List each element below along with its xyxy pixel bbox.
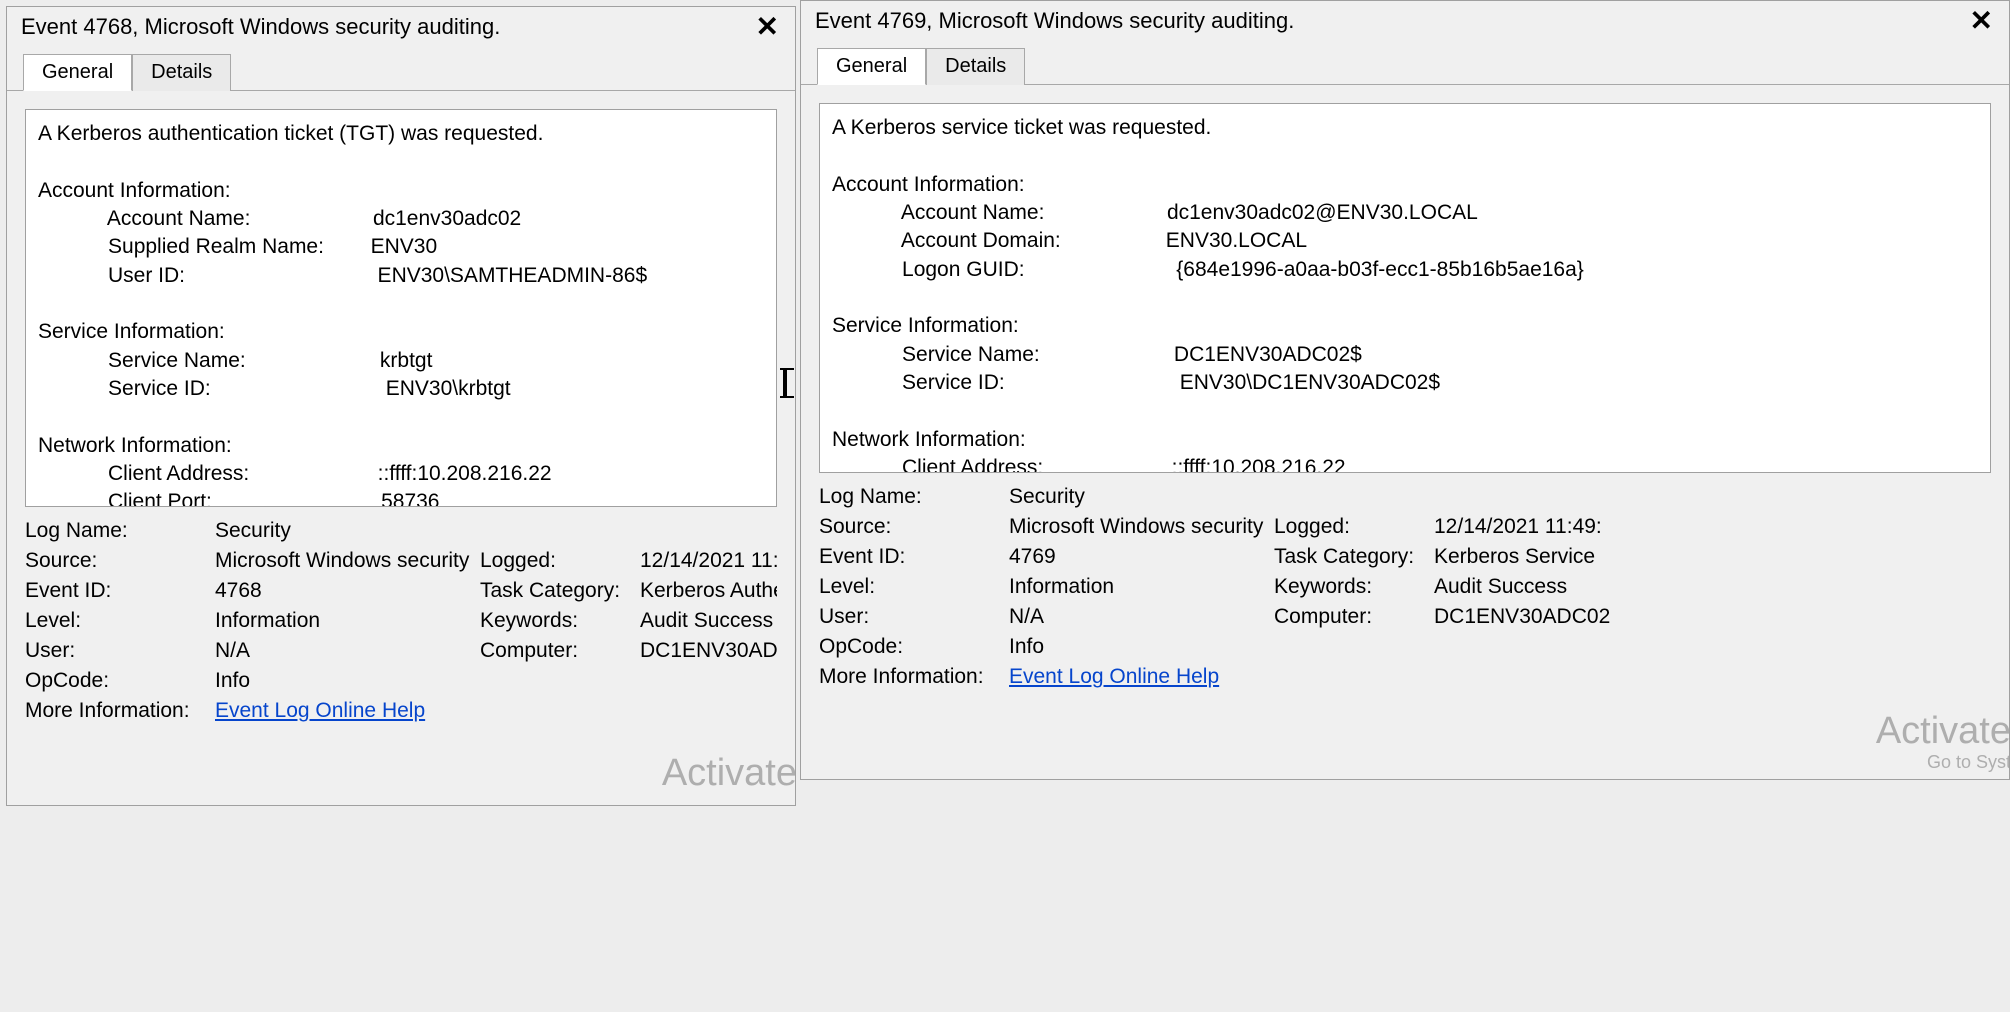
value-keywords: Audit Success [1434,575,1991,599]
value-keywords: Audit Success [640,609,777,633]
tab-details[interactable]: Details [926,48,1025,85]
close-icon[interactable]: ✕ [750,13,785,41]
event-description: A Kerberos authentication ticket (TGT) w… [25,109,777,507]
value-computer: DC1ENV30ADC02 [1434,605,1991,629]
value-opcode: Info [215,669,480,693]
value-eventid: 4768 [215,579,480,603]
value-log-name: Security [1009,485,1274,509]
value-logged: 12/14/2021 11:49:4 [640,549,777,573]
window-title: Event 4768, Microsoft Windows security a… [21,14,750,40]
label-moreinfo: More Information: [819,665,1009,689]
value-computer: DC1ENV30ADC02. [640,639,777,663]
event-metadata: Log Name: Security Source: Microsoft Win… [25,519,777,723]
tab-general[interactable]: General [817,48,926,85]
watermark-text: Activate [662,752,796,795]
tab-details[interactable]: Details [132,54,231,91]
close-icon[interactable]: ✕ [1964,7,1999,35]
titlebar: Event 4769, Microsoft Windows security a… [801,1,2009,41]
tab-general[interactable]: General [23,54,132,91]
tab-row: General Details [7,53,795,91]
event-description: A Kerberos service ticket was requested.… [819,103,1991,473]
label-keywords: Keywords: [1274,575,1434,599]
label-moreinfo: More Information: [25,699,215,723]
value-level: Information [215,609,480,633]
label-user: User: [819,605,1009,629]
label-user: User: [25,639,215,663]
label-level: Level: [25,609,215,633]
label-source: Source: [819,515,1009,539]
label-opcode: OpCode: [25,669,215,693]
watermark-text: Activate [1876,710,2010,753]
tab-row: General Details [801,47,2009,85]
event-window-4768: Event 4768, Microsoft Windows security a… [6,6,796,806]
value-eventid: 4769 [1009,545,1274,569]
value-user: N/A [1009,605,1274,629]
value-log-name: Security [215,519,480,543]
value-user: N/A [215,639,480,663]
label-log-name: Log Name: [25,519,215,543]
value-source: Microsoft Windows security [215,549,480,573]
value-taskcat: Kerberos Service [1434,545,1991,569]
body-area: A Kerberos authentication ticket (TGT) w… [7,91,795,739]
value-logged: 12/14/2021 11:49: [1434,515,1991,539]
label-eventid: Event ID: [819,545,1009,569]
label-logged: Logged: [480,549,640,573]
label-taskcat: Task Category: [1274,545,1434,569]
label-computer: Computer: [480,639,640,663]
value-source: Microsoft Windows security [1009,515,1274,539]
event-metadata: Log Name: Security Source: Microsoft Win… [819,485,1991,689]
value-opcode: Info [1009,635,1274,659]
text-cursor-icon [783,370,787,396]
label-taskcat: Task Category: [480,579,640,603]
canvas: Event 4768, Microsoft Windows security a… [0,0,2010,1012]
event-window-4769: Event 4769, Microsoft Windows security a… [800,0,2010,780]
watermark-subtext: Go to Syst [1927,752,2010,773]
link-event-log-help[interactable]: Event Log Online Help [215,699,425,722]
label-source: Source: [25,549,215,573]
label-computer: Computer: [1274,605,1434,629]
window-title: Event 4769, Microsoft Windows security a… [815,8,1964,34]
link-event-log-help[interactable]: Event Log Online Help [1009,665,1219,688]
label-opcode: OpCode: [819,635,1009,659]
value-taskcat: Kerberos Authenti [640,579,777,603]
label-log-name: Log Name: [819,485,1009,509]
label-logged: Logged: [1274,515,1434,539]
titlebar: Event 4768, Microsoft Windows security a… [7,7,795,47]
label-keywords: Keywords: [480,609,640,633]
value-level: Information [1009,575,1274,599]
label-level: Level: [819,575,1009,599]
body-area: A Kerberos service ticket was requested.… [801,85,2009,705]
label-eventid: Event ID: [25,579,215,603]
